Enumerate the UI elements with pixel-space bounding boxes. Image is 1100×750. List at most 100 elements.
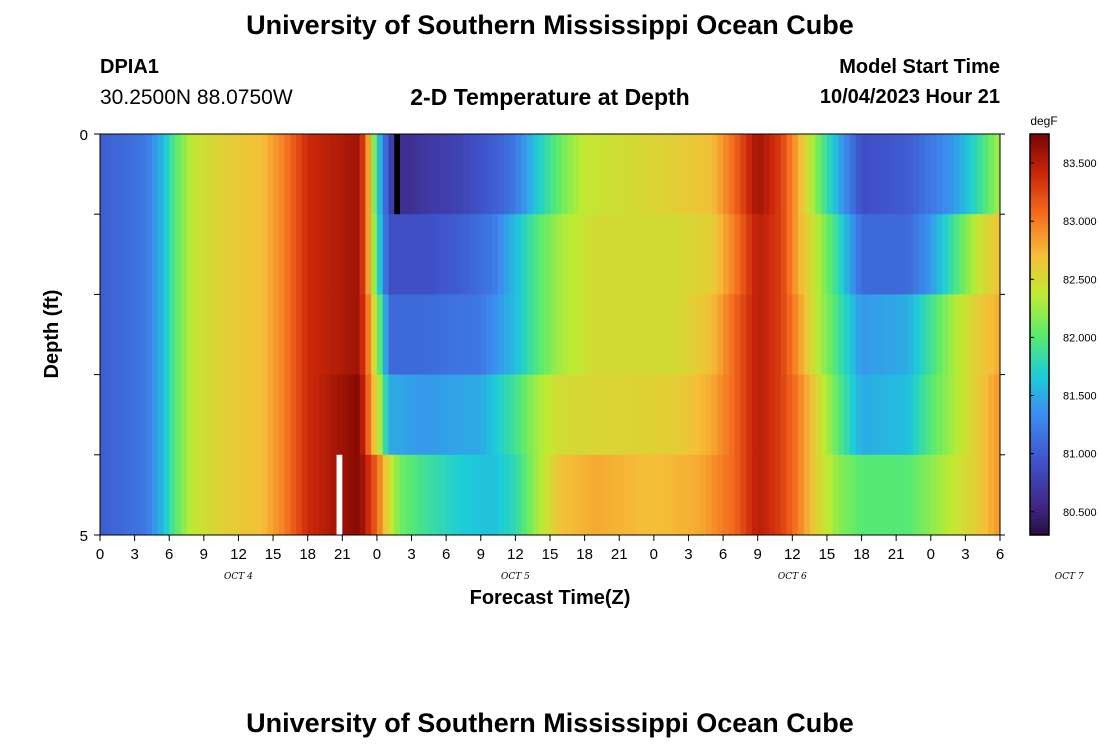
heatmap-cell	[105, 294, 112, 375]
heatmap-cell	[134, 374, 141, 456]
heatmap-cell	[844, 374, 851, 456]
heatmap-cell	[480, 134, 487, 215]
heatmap-cell	[428, 294, 436, 375]
heatmap-cell	[936, 454, 943, 536]
heatmap-cell	[273, 134, 280, 215]
heatmap-cell	[428, 214, 436, 295]
heatmap-cell	[700, 134, 707, 215]
heatmap-cell	[700, 374, 707, 456]
heatmap-cell	[503, 134, 511, 215]
heatmap-cell	[613, 374, 620, 456]
heatmap-cell	[584, 214, 591, 295]
heatmap-cell	[942, 214, 949, 295]
heatmap-cell	[757, 374, 764, 456]
colorbar-swatch	[1030, 448, 1049, 452]
heatmap-cell	[405, 214, 412, 295]
heatmap-cell	[665, 454, 672, 536]
heatmap-cell	[457, 134, 464, 215]
heatmap-cell	[948, 214, 955, 295]
colorbar-swatch	[1030, 364, 1049, 369]
heatmap-cell	[146, 214, 153, 295]
heatmap-cell	[146, 454, 153, 536]
heatmap-cell	[948, 294, 955, 375]
heatmap-cell	[867, 134, 874, 215]
heatmap-cell	[382, 454, 389, 536]
heatmap-cell	[769, 134, 776, 215]
heatmap-cell	[705, 374, 712, 456]
heatmap-cell	[694, 214, 701, 295]
heatmap-cell	[198, 374, 205, 456]
heatmap-cell	[942, 294, 949, 375]
heatmap-cell	[907, 134, 914, 215]
heatmap-cell	[215, 214, 222, 295]
heatmap-cell	[717, 214, 724, 295]
heatmap-cell	[976, 214, 984, 295]
heatmap-cell	[746, 294, 753, 375]
heatmap-cell	[878, 294, 886, 375]
heatmap-cell	[250, 454, 257, 536]
heatmap-cell	[925, 214, 932, 295]
heatmap-cell	[867, 294, 874, 375]
heatmap-cell	[873, 134, 880, 215]
colorbar-swatch	[1030, 177, 1049, 182]
heatmap-cell	[330, 294, 337, 375]
colorbar-swatch	[1030, 498, 1049, 503]
colorbar-swatch	[1030, 230, 1049, 235]
heatmap-cell	[140, 214, 147, 295]
heatmap-cell	[457, 294, 464, 375]
heatmap-cell	[786, 134, 793, 215]
station-coordinates: 30.2500N 88.0750W	[100, 86, 293, 109]
heatmap-cell	[232, 214, 239, 295]
heatmap-cell	[959, 374, 966, 456]
heatmap-cell	[584, 454, 591, 536]
heatmap-cell	[630, 134, 637, 215]
heatmap-cell	[538, 374, 545, 456]
colorbar-swatch	[1030, 287, 1049, 292]
heatmap-cell	[238, 294, 245, 375]
heatmap-cell	[203, 294, 211, 375]
heatmap-cell	[994, 214, 1001, 295]
heatmap-cell	[198, 134, 205, 215]
heatmap-cell	[838, 294, 845, 375]
heatmap-cell	[555, 454, 562, 536]
heatmap-cell	[117, 374, 124, 456]
heatmap-cell	[844, 294, 851, 375]
heatmap-cell	[555, 134, 562, 215]
heatmap-cell	[428, 374, 436, 456]
heatmap-cell	[169, 134, 176, 215]
x-tick-label: 0	[650, 546, 658, 563]
heatmap-cell	[128, 294, 136, 375]
colorbar-swatch	[1030, 524, 1049, 529]
heatmap-cell	[255, 294, 262, 375]
colorbar-swatch	[1030, 234, 1049, 239]
heatmap-cell	[584, 374, 591, 456]
heatmap-cell	[607, 134, 614, 215]
heatmap-cell	[821, 134, 828, 215]
chart-title: 2-D Temperature at Depth	[410, 84, 690, 110]
heatmap-cell	[440, 374, 447, 456]
colorbar-swatch	[1030, 434, 1049, 439]
heatmap-cell	[515, 374, 522, 456]
heatmap-cell	[146, 134, 153, 215]
heatmap-cell	[290, 454, 297, 536]
heatmap-cell	[757, 294, 764, 375]
heatmap-cell	[751, 214, 759, 295]
heatmap-cell	[209, 294, 216, 375]
heatmap-cell	[376, 134, 384, 215]
heatmap-cell	[157, 454, 164, 536]
colorbar-swatch	[1030, 421, 1049, 426]
heatmap-cell	[221, 294, 228, 375]
heatmap-cell	[163, 214, 170, 295]
heatmap-cell	[751, 454, 759, 536]
heatmap-cell	[953, 214, 961, 295]
heatmap-cell	[676, 454, 684, 536]
colorbar-unit-label: degF	[1030, 114, 1057, 128]
heatmap-cell	[648, 214, 655, 295]
heatmap-cell	[273, 454, 280, 536]
heatmap-cell	[498, 134, 505, 215]
heatmap-cell	[226, 294, 234, 375]
heatmap-cell	[573, 374, 580, 456]
heatmap-cell	[994, 374, 1001, 456]
heatmap-cell	[319, 134, 326, 215]
heatmap-cell	[296, 294, 303, 375]
